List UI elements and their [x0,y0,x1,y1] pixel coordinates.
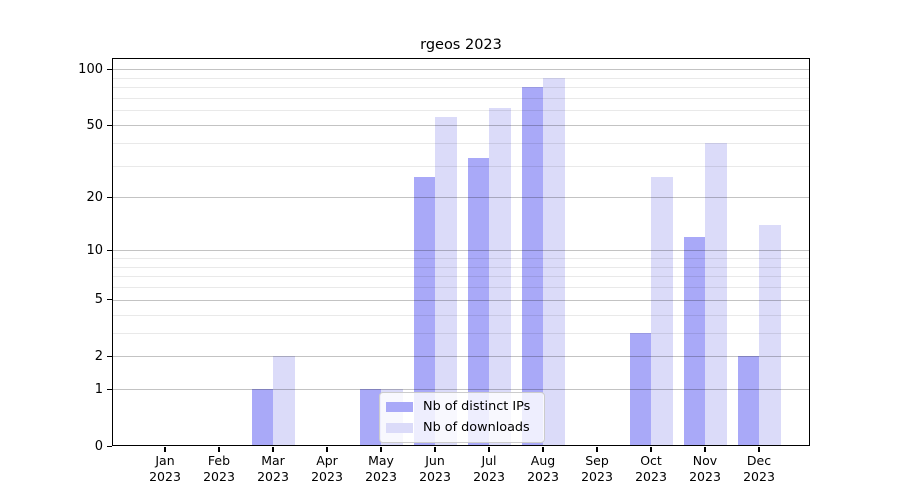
xtick-label-apr: Apr 2023 [311,453,343,484]
xtick-mark-aug [542,447,544,452]
xtick-label-aug: Aug 2023 [527,453,559,484]
xtick-mark-may [380,447,382,452]
bar-ips-mar [251,389,273,446]
bar-ips-jun [413,176,435,446]
xtick-mark-mar [272,447,274,452]
xtick-mark-apr [326,447,328,452]
ytick-mark-5 [107,299,112,301]
xtick-label-sep: Sep 2023 [581,453,613,484]
plot-area [112,58,810,446]
bar-downloads-nov [705,142,727,446]
xtick-mark-dec [758,447,760,452]
bar-downloads-jul [489,107,511,446]
xtick-label-nov: Nov 2023 [689,453,721,484]
xtick-label-dec: Dec 2023 [743,453,775,484]
bar-downloads-dec [759,224,781,446]
xtick-mark-jan [164,447,166,452]
legend-label-downloads: Nb of downloads [423,420,530,435]
gridline-y-90 [112,77,810,79]
bar-downloads-oct [651,176,673,446]
xtick-mark-nov [704,447,706,452]
chart-title: rgeos 2023 [420,37,502,53]
gridline-y-4 [112,314,810,316]
bars-layer [112,58,810,446]
gridline-y-5 [112,299,810,301]
xtick-mark-sep [596,447,598,452]
xtick-label-jan: Jan 2023 [149,453,181,484]
ytick-mark-10 [107,249,112,251]
ytick-label-10: 10 [86,242,103,258]
gridline-y-60 [112,110,810,112]
xtick-label-jun: Jun 2023 [419,453,451,484]
gridline-y-70 [112,98,810,100]
bar-downloads-jun [435,117,457,446]
bar-ips-oct [629,332,651,446]
bar-ips-jul [467,158,489,446]
ytick-mark-1 [107,388,112,391]
gridline-y-2 [112,356,810,358]
gridline-y-6 [112,287,810,289]
ytick-mark-0 [107,445,112,447]
bar-downloads-mar [273,356,295,446]
grid-layer [112,58,810,446]
gridline-y-20 [112,197,810,199]
gridline-y-80 [112,87,810,89]
legend-swatch-distinct-ips [386,401,413,412]
ytick-mark-50 [107,124,112,126]
xtick-label-jul: Jul 2023 [473,453,505,484]
ytick-mark-2 [107,355,112,358]
gridline-y-9 [112,258,810,260]
legend-entry-downloads: Nb of downloads [386,420,536,435]
gridline-y-8 [112,266,810,268]
legend-entry-distinct-ips: Nb of distinct IPs [386,399,536,414]
gridline-y-1 [112,389,810,391]
ytick-label-5: 5 [94,292,103,308]
gridline-y-7 [112,276,810,278]
ytick-label-0: 0 [94,438,103,454]
xtick-label-may: May 2023 [365,453,397,484]
ytick-label-1: 1 [94,381,103,397]
xtick-mark-jun [434,447,436,452]
xtick-mark-feb [218,447,220,452]
bar-ips-aug [521,87,543,446]
gridline-y-10 [112,250,810,252]
ytick-mark-100 [107,68,112,70]
ytick-label-20: 20 [86,189,103,205]
xtick-mark-jul [488,447,490,452]
ytick-label-2: 2 [94,348,103,364]
xtick-mark-oct [650,447,652,452]
ytick-label-50: 50 [86,117,103,133]
gridline-y-50 [112,125,810,127]
xtick-label-oct: Oct 2023 [635,453,667,484]
bar-ips-may [359,389,381,446]
ytick-label-100: 100 [78,61,103,77]
xtick-label-mar: Mar 2023 [257,453,289,484]
gridline-y-100 [112,69,810,71]
bar-ips-nov [683,236,705,446]
gridline-y-40 [112,142,810,144]
legend-swatch-downloads [386,422,413,433]
legend: Nb of distinct IPs Nb of downloads [379,392,545,443]
ytick-mark-20 [107,196,112,199]
xtick-label-feb: Feb 2023 [203,453,235,484]
bar-downloads-aug [543,77,565,446]
gridline-y-30 [112,165,810,167]
bar-ips-dec [737,356,759,446]
legend-label-distinct-ips: Nb of distinct IPs [423,399,531,414]
gridline-y-3 [112,332,810,334]
